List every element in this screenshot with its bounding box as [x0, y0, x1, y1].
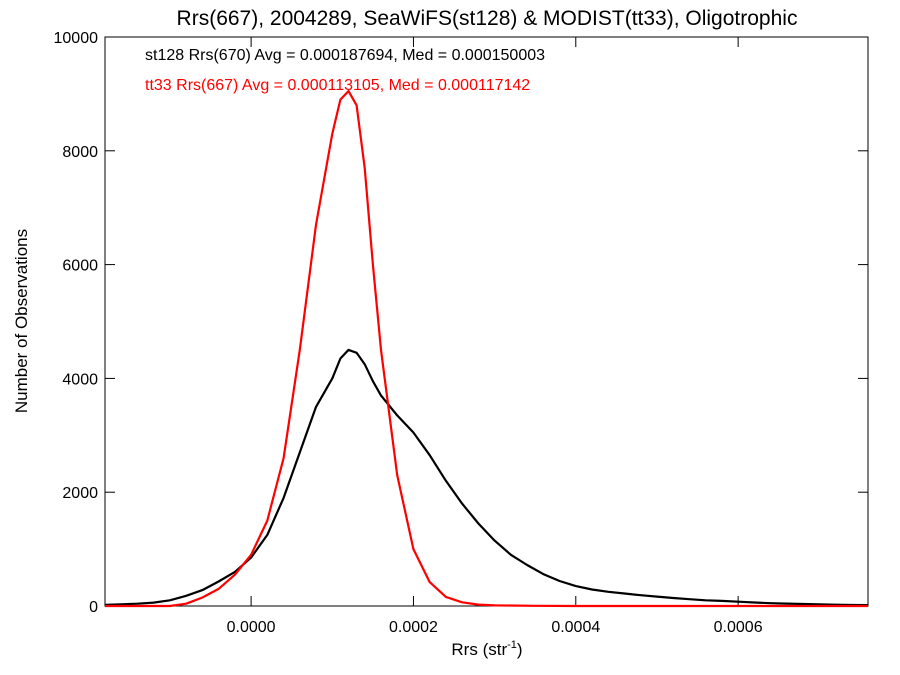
y-tick-label: 6000	[62, 258, 98, 275]
y-tick-label: 10000	[54, 30, 99, 47]
annotation-tt33: tt33 Rrs(667) Avg = 0.000113105, Med = 0…	[145, 77, 530, 94]
y-tick-label: 8000	[62, 144, 98, 161]
annotation-st128: st128 Rrs(670) Avg = 0.000187694, Med = …	[145, 47, 545, 64]
x-axis-title-close: )	[517, 640, 523, 659]
x-axis-title-main: Rrs (str	[451, 640, 507, 659]
y-tick-label: 2000	[62, 485, 98, 502]
series-line-0	[104, 348, 869, 607]
y-tick-label: 0	[89, 599, 98, 616]
x-tick-label: 0.0004	[551, 619, 600, 636]
series-line-1	[105, 90, 868, 608]
plot-frame	[104, 36, 869, 607]
x-tick-label: 0.0002	[389, 619, 438, 636]
x-axis-title: Rrs (str-1)	[451, 639, 522, 659]
x-axis-title-sup: -1	[507, 639, 517, 651]
chart-title: Rrs(667), 2004289, SeaWiFS(st128) & MODI…	[177, 7, 798, 30]
y-axis-title: Number of Observations	[12, 229, 31, 413]
x-tick-label: 0.0006	[714, 619, 763, 636]
tick-labels: 0.0000 0.0002 0.0004 0.0006 0 2000 4000 6000 800…	[54, 30, 763, 636]
series-group	[104, 90, 869, 608]
y-tick-label: 4000	[62, 371, 98, 388]
axis-ticks	[105, 36, 868, 607]
x-tick-label: 0.0000	[227, 619, 276, 636]
